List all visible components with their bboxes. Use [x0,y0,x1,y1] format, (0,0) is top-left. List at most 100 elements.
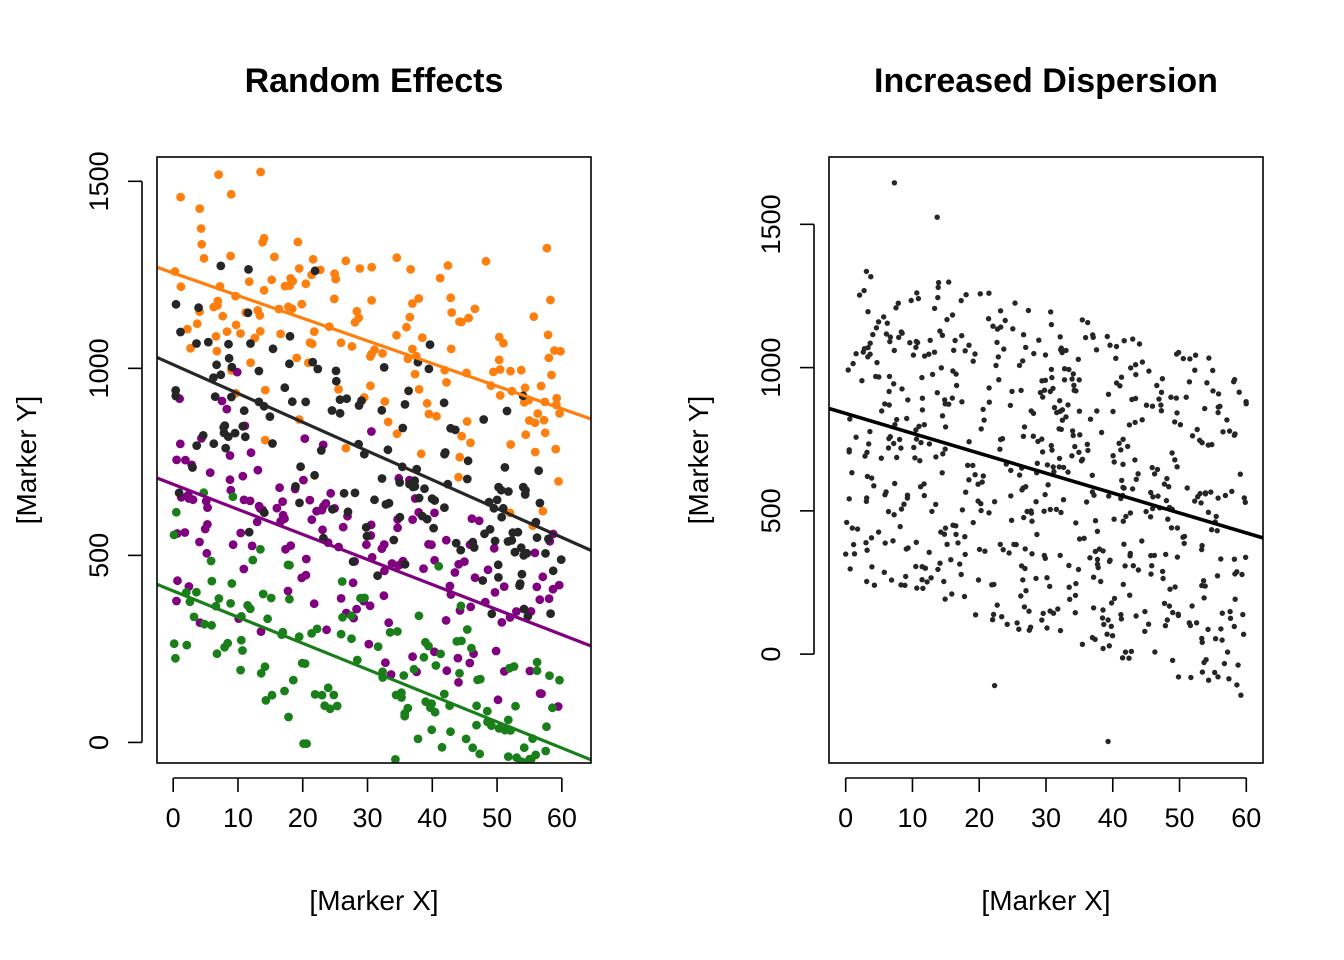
data-point [959,333,965,339]
black-point [230,428,240,438]
purple-point [483,565,493,575]
purple-point [393,523,402,533]
green-point [521,783,530,792]
data-point [1205,677,1212,683]
data-point [1034,531,1040,538]
green-point [336,629,346,639]
black-point [313,364,323,374]
data-point [1142,608,1148,615]
orange-point [519,397,529,407]
data-point [1053,506,1060,513]
orange-point [256,167,265,177]
data-point [1094,561,1101,567]
data-point [1098,429,1105,436]
black-point [194,303,204,313]
black-point [291,482,300,491]
data-point [1181,533,1188,540]
green-point [437,742,447,752]
orange-point [231,320,241,330]
data-point [1188,674,1194,681]
purple-point [253,465,263,475]
data-point [1076,408,1083,414]
data-point [1099,615,1106,621]
purple-point [466,602,476,612]
data-point [863,540,869,546]
data-point [869,564,875,570]
data-point [1059,417,1066,423]
data-point [1104,333,1111,340]
data-point [919,407,926,413]
orange-point [495,365,505,374]
data-point [975,481,981,487]
purple-point [493,695,503,705]
data-point [991,581,997,588]
green-point [399,671,409,680]
data-point [1163,551,1169,558]
data-point [953,382,960,389]
data-point [1029,551,1035,557]
data-point [846,449,852,455]
data-point [1174,410,1180,416]
data-point [953,531,959,538]
black-point [519,604,529,614]
data-point [1075,356,1082,362]
data-point [1111,459,1117,465]
data-point [1127,592,1133,598]
data-point [926,549,932,555]
data-point [1242,499,1249,505]
data-point [1076,536,1083,542]
data-point [1028,408,1034,414]
data-point [1177,422,1184,428]
black-point [490,536,500,546]
data-point [897,523,903,530]
data-point [1208,489,1214,495]
chart-title: Random Effects [245,62,504,100]
data-point [863,498,870,504]
purple-point [352,604,361,614]
black-point [479,415,489,424]
black-point [221,443,231,453]
orange-point [236,329,245,338]
green-point [329,690,339,700]
x-tick-label: 60 [1231,803,1261,833]
purple-point [362,540,371,550]
data-point [1227,615,1234,621]
data-point [938,365,944,371]
purple-point [252,517,262,527]
orange-point [529,312,539,322]
green-point [400,709,410,718]
black-point [507,536,517,545]
data-point [997,308,1004,314]
green-point [472,701,481,711]
data-point [1113,343,1120,350]
green-point [228,492,238,502]
data-point [963,489,969,495]
orange-point [305,338,315,347]
data-point [1044,575,1050,581]
orange-point [176,282,186,292]
data-point [1139,359,1146,365]
data-point [1231,556,1238,562]
data-point [1040,610,1046,617]
green-point [439,689,449,699]
data-point [1238,692,1244,698]
data-point [894,416,900,423]
data-point [910,352,917,358]
black-point [327,406,337,415]
green-point [452,637,462,646]
black-point [404,386,413,396]
purple-point [430,508,439,518]
x-tick-label: 0 [166,803,181,833]
data-point [1072,592,1079,599]
data-point [871,483,877,489]
black-point [546,609,555,618]
green-point [391,690,401,700]
data-point [1199,542,1205,549]
data-point [949,312,956,318]
data-point [1145,621,1152,627]
data-point [1122,649,1129,655]
data-point [1199,635,1205,642]
data-point [926,351,932,357]
fit-lines-layer [157,265,591,762]
black-point [523,611,533,621]
